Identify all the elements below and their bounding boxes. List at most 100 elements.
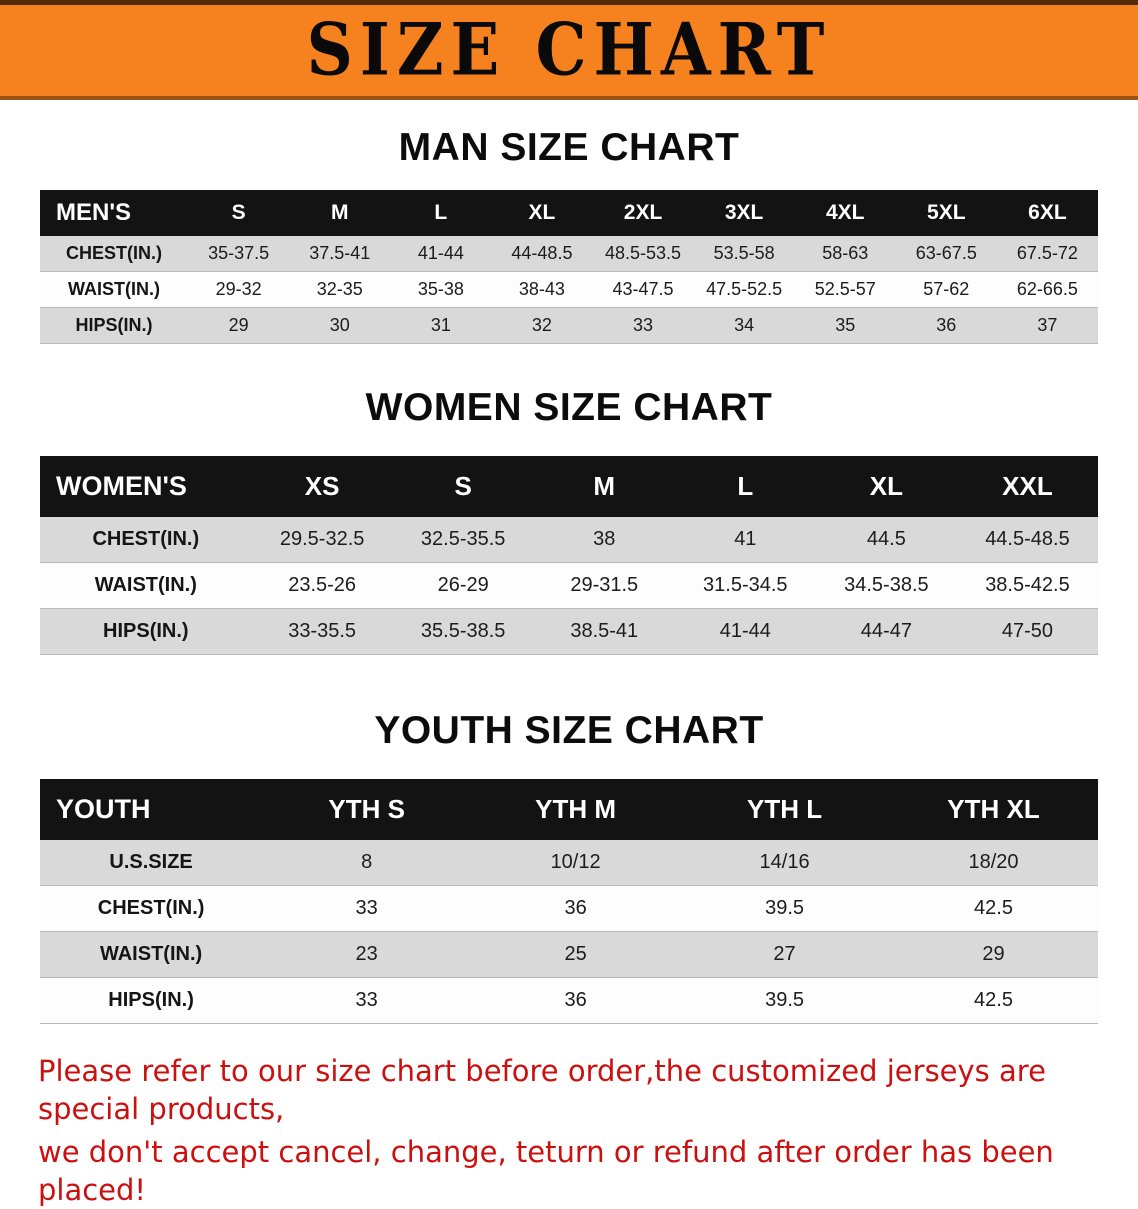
size-value-cell: 33 [633, 315, 654, 335]
youth-chart-heading: YOUTH SIZE CHART [374, 709, 764, 752]
row-label: HIPS(IN.) [103, 620, 189, 642]
table-header-row: WOMEN'S XS S M L XL XXL [40, 456, 1098, 517]
size-column-header: 3XL [693, 190, 795, 236]
size-column-header: XXL [956, 456, 1098, 517]
women-size-table: WOMEN'S XS S M L XL XXL CHEST(IN.) 29.5-32.5 32.5… [40, 456, 1098, 655]
size-value-cell: 32-35 [316, 279, 363, 299]
size-value-cell: 32 [531, 315, 552, 335]
banner: SIZE CHART [0, 0, 1138, 100]
size-value-cell: 58-63 [822, 243, 869, 263]
size-value-cell: 35 [835, 315, 856, 335]
size-value-cell: 23.5-26 [288, 574, 357, 596]
table-header-row: YOUTH YTH S YTH M YTH L YTH XL [40, 779, 1098, 840]
size-value-cell: 42.5 [974, 897, 1013, 919]
size-value-cell: 47-50 [1001, 620, 1054, 642]
footnote-line-2: we don't accept cancel, change, teturn o… [38, 1134, 1054, 1207]
size-value-cell: 37 [1037, 315, 1058, 335]
size-value-cell: 29.5-32.5 [279, 528, 365, 550]
size-value-cell: 38.5-42.5 [985, 574, 1070, 596]
women-size-section: WOMEN SIZE CHART WOMEN'S XS S M L XL XXL CHEST(… [0, 386, 1138, 655]
size-column-header: L [674, 456, 816, 517]
size-value-cell: 34 [734, 315, 755, 335]
size-value-cell: 38-43 [518, 279, 565, 299]
size-column-header: 2XL [592, 190, 694, 236]
size-value-cell: 48.5-53.5 [605, 243, 682, 263]
size-value-cell: 31.5-34.5 [703, 574, 788, 596]
table-row: HIPS(IN.) 33-35.5 35.5-38.5 38.5-41 41-44 44-… [40, 608, 1098, 655]
size-value-cell: 42.5 [974, 989, 1013, 1011]
women-chart-heading: WOMEN SIZE CHART [365, 386, 773, 429]
table-corner-label: MEN'S [40, 190, 189, 236]
size-value-cell: 14/16 [759, 851, 810, 873]
table-header-row: MEN'S S M L XL 2XL 3XL 4XL 5XL 6XL [40, 190, 1098, 236]
size-value-cell: 63-67.5 [915, 243, 977, 263]
size-column-header: M [289, 190, 391, 236]
size-value-cell: 33 [355, 989, 378, 1011]
size-column-header: M [533, 456, 675, 517]
youth-size-section: YOUTH SIZE CHART YOUTH YTH S YTH M YTH L YTH… [0, 709, 1138, 1024]
man-chart-heading: MAN SIZE CHART [398, 126, 740, 169]
size-value-cell: 35.5-38.5 [420, 620, 506, 642]
size-value-cell: 25 [564, 943, 587, 965]
size-column-header: XL [491, 190, 593, 236]
table-row: CHEST(IN.) 35-37.5 37.5-41 41-44 44-48.5 48.5… [40, 236, 1098, 272]
row-label: CHEST(IN.) [97, 897, 205, 919]
size-value-cell: 67.5-72 [1016, 243, 1078, 263]
size-column-header: YTH L [680, 779, 890, 840]
size-value-cell: 30 [329, 315, 350, 335]
size-value-cell: 52.5-57 [814, 279, 876, 299]
size-value-cell: 41 [734, 528, 757, 550]
size-column-header: YTH XL [889, 779, 1098, 840]
size-value-cell: 35-37.5 [208, 243, 270, 263]
size-value-cell: 39.5 [765, 897, 805, 919]
size-value-cell: 33-35.5 [288, 620, 357, 642]
table-corner-label: YOUTH [40, 779, 263, 840]
size-value-cell: 38.5-41 [570, 620, 639, 642]
size-value-cell: 29 [228, 315, 249, 335]
size-column-header: L [390, 190, 492, 236]
size-column-header: S [392, 456, 534, 517]
size-column-header: YTH S [262, 779, 472, 840]
table-row: CHEST(IN.) 33 36 39.5 42.5 [40, 885, 1098, 932]
size-value-cell: 36 [936, 315, 957, 335]
size-value-cell: 34.5-38.5 [844, 574, 929, 596]
banner-title: SIZE CHART [306, 8, 832, 93]
footnote-line-1: Please refer to our size chart before or… [38, 1054, 1046, 1127]
size-column-header: YTH M [471, 779, 681, 840]
row-label: WAIST(IN.) [94, 574, 197, 596]
man-size-section: MAN SIZE CHART MEN'S S M L XL 2XL 3XL 4XL 5XL 6XL… [0, 126, 1138, 344]
table-row: CHEST(IN.) 29.5-32.5 32.5-35.5 38 41 44.5 44.5… [40, 517, 1098, 563]
size-value-cell: 62-66.5 [1016, 279, 1078, 299]
size-value-cell: 36 [564, 897, 587, 919]
size-column-header: 6XL [996, 190, 1098, 236]
size-value-cell: 44-48.5 [511, 243, 573, 263]
row-label: WAIST(IN.) [68, 279, 161, 299]
size-value-cell: 35-38 [417, 279, 464, 299]
size-column-header: XL [815, 456, 957, 517]
size-value-cell: 53.5-58 [713, 243, 775, 263]
size-column-header: 4XL [794, 190, 896, 236]
table-row: HIPS(IN.) 33 36 39.5 42.5 [40, 977, 1098, 1024]
row-label: WAIST(IN.) [99, 943, 203, 965]
size-value-cell: 44.5 [866, 528, 906, 550]
row-label: CHEST(IN.) [66, 243, 163, 263]
row-label: CHEST(IN.) [92, 528, 200, 550]
size-value-cell: 23 [355, 943, 378, 965]
size-value-cell: 29-31.5 [570, 574, 639, 596]
size-value-cell: 47.5-52.5 [706, 279, 783, 299]
size-value-cell: 57-62 [923, 279, 970, 299]
table-row: HIPS(IN.) 29 30 31 32 33 34 35 36 37 [40, 307, 1098, 344]
size-value-cell: 38 [593, 528, 616, 550]
size-value-cell: 18/20 [968, 851, 1019, 873]
table-row: U.S.SIZE 8 10/12 14/16 18/20 [40, 840, 1098, 886]
size-value-cell: 29-32 [215, 279, 262, 299]
size-value-cell: 39.5 [765, 989, 805, 1011]
footnote: Please refer to our size chart before or… [38, 1052, 1100, 1209]
size-value-cell: 32.5-35.5 [420, 528, 506, 550]
size-value-cell: 41-44 [417, 243, 464, 263]
table-row: WAIST(IN.) 23.5-26 26-29 29-31.5 31.5-34.5 34… [40, 562, 1098, 609]
row-label: U.S.SIZE [109, 851, 193, 873]
size-value-cell: 41-44 [719, 620, 771, 642]
size-column-header: 5XL [895, 190, 997, 236]
